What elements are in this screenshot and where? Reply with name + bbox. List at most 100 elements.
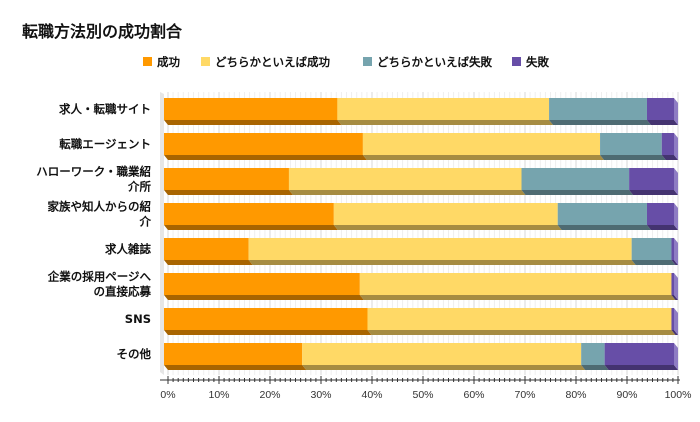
bar-segment — [164, 203, 334, 225]
bar-end-face — [674, 308, 678, 335]
bar-segment-bottom-face — [302, 365, 586, 370]
bar-segment-bottom-face — [557, 225, 651, 230]
bar-segment-bottom-face — [248, 260, 636, 265]
legend-swatch — [363, 57, 372, 66]
bar-segment-bottom-face — [362, 155, 605, 160]
category-label: 企業の採用ページへ — [47, 270, 152, 284]
bar-segment — [362, 133, 601, 155]
bar-segment-bottom-face — [333, 225, 562, 230]
bar-end-face — [674, 273, 678, 300]
category-label: 求人雑誌 — [105, 242, 151, 256]
category-label: 介 — [139, 215, 152, 229]
bar-segment — [164, 308, 368, 330]
bar-segment — [164, 168, 289, 190]
legend-swatch — [201, 57, 210, 66]
bar-segment-bottom-face — [337, 120, 554, 125]
bar-segment-bottom-face — [604, 365, 678, 370]
bar-segment — [164, 343, 303, 365]
x-tick-label: 30% — [310, 389, 331, 401]
x-tick-label: 100% — [665, 389, 692, 401]
bar-segment — [164, 133, 363, 155]
category-label: 転職エージェント — [59, 137, 151, 151]
bar-segment-bottom-face — [671, 295, 678, 300]
bar-segment — [604, 343, 674, 365]
bar-segment-bottom-face — [671, 260, 678, 265]
bar-segment — [164, 238, 249, 260]
bar-segment-bottom-face — [600, 155, 666, 160]
bar-segment — [629, 168, 674, 190]
bar-segment-bottom-face — [661, 155, 678, 160]
legend-label: 失敗 — [526, 55, 549, 69]
plot-side-wall — [160, 92, 164, 375]
legend-swatch — [512, 57, 521, 66]
bar-end-face — [674, 343, 678, 370]
x-tick-label: 60% — [463, 389, 484, 401]
bar-segment-bottom-face — [646, 225, 678, 230]
bar-segment-bottom-face — [631, 260, 676, 265]
x-tick-label: 50% — [412, 389, 433, 401]
bar-segment-bottom-face — [671, 330, 678, 335]
bar-end-face — [674, 98, 678, 125]
bar-segment — [671, 273, 674, 295]
x-tick-label: 40% — [361, 389, 382, 401]
bar-end-face — [674, 133, 678, 160]
bar-end-face — [674, 203, 678, 230]
bar-segment — [302, 343, 582, 365]
bar-segment-bottom-face — [367, 330, 676, 335]
bar-segment-bottom-face — [581, 365, 609, 370]
x-tick-label: 0% — [160, 389, 175, 401]
bar-segment-bottom-face — [164, 155, 367, 160]
bar-segment-bottom-face — [646, 120, 678, 125]
bar-segment — [164, 98, 338, 120]
x-tick-label: 20% — [259, 389, 280, 401]
category-label: 求人・転職サイト — [59, 102, 151, 116]
bar-segment-bottom-face — [549, 120, 651, 125]
bar-segment — [521, 168, 630, 190]
bar-segment — [600, 133, 662, 155]
bar-segment — [367, 308, 672, 330]
bar-segment-bottom-face — [629, 190, 678, 195]
bar-segment-bottom-face — [164, 225, 338, 230]
legend-swatch — [143, 57, 152, 66]
legend-label: 成功 — [157, 55, 180, 69]
bar-end-face — [674, 238, 678, 265]
bar-segment — [288, 168, 522, 190]
bar-segment — [333, 203, 558, 225]
x-tick-label: 70% — [514, 389, 535, 401]
bar-segment — [646, 98, 674, 120]
bar-segment-bottom-face — [164, 295, 364, 300]
x-tick-label: 90% — [616, 389, 637, 401]
bar-segment-bottom-face — [164, 260, 253, 265]
category-label: の直接応募 — [94, 285, 152, 299]
bar-segment — [646, 203, 674, 225]
category-label: その他 — [117, 347, 152, 361]
bar-segment-bottom-face — [359, 295, 676, 300]
bar-segment-bottom-face — [164, 365, 307, 370]
bar-segment — [337, 98, 550, 120]
bar-segment-bottom-face — [164, 330, 372, 335]
category-label: 介所 — [127, 180, 151, 194]
bar-segment — [557, 203, 647, 225]
bar-segment — [549, 98, 647, 120]
bar-segment-bottom-face — [164, 120, 342, 125]
bar-segment — [671, 238, 674, 260]
x-tick-label: 10% — [208, 389, 229, 401]
bar-segment — [631, 238, 672, 260]
bar-segment-bottom-face — [164, 190, 293, 195]
bar-segment — [248, 238, 632, 260]
bar-segment — [359, 273, 672, 295]
bar-segment-bottom-face — [521, 190, 634, 195]
category-label: SNS — [125, 312, 151, 326]
category-label: 家族や知人からの紹 — [48, 200, 152, 214]
bar-segment — [661, 133, 674, 155]
bar-segment — [581, 343, 605, 365]
legend-label: どちらかといえば失敗 — [377, 55, 492, 69]
bar-segment — [671, 308, 674, 330]
x-tick-label: 80% — [565, 389, 586, 401]
category-label: ハローワーク・職業紹 — [36, 165, 151, 179]
legend-label: どちらかといえば成功 — [215, 55, 330, 69]
chart-title: 転職方法別の成功割合 — [22, 22, 183, 41]
bar-segment — [164, 273, 360, 295]
bar-end-face — [674, 168, 678, 195]
